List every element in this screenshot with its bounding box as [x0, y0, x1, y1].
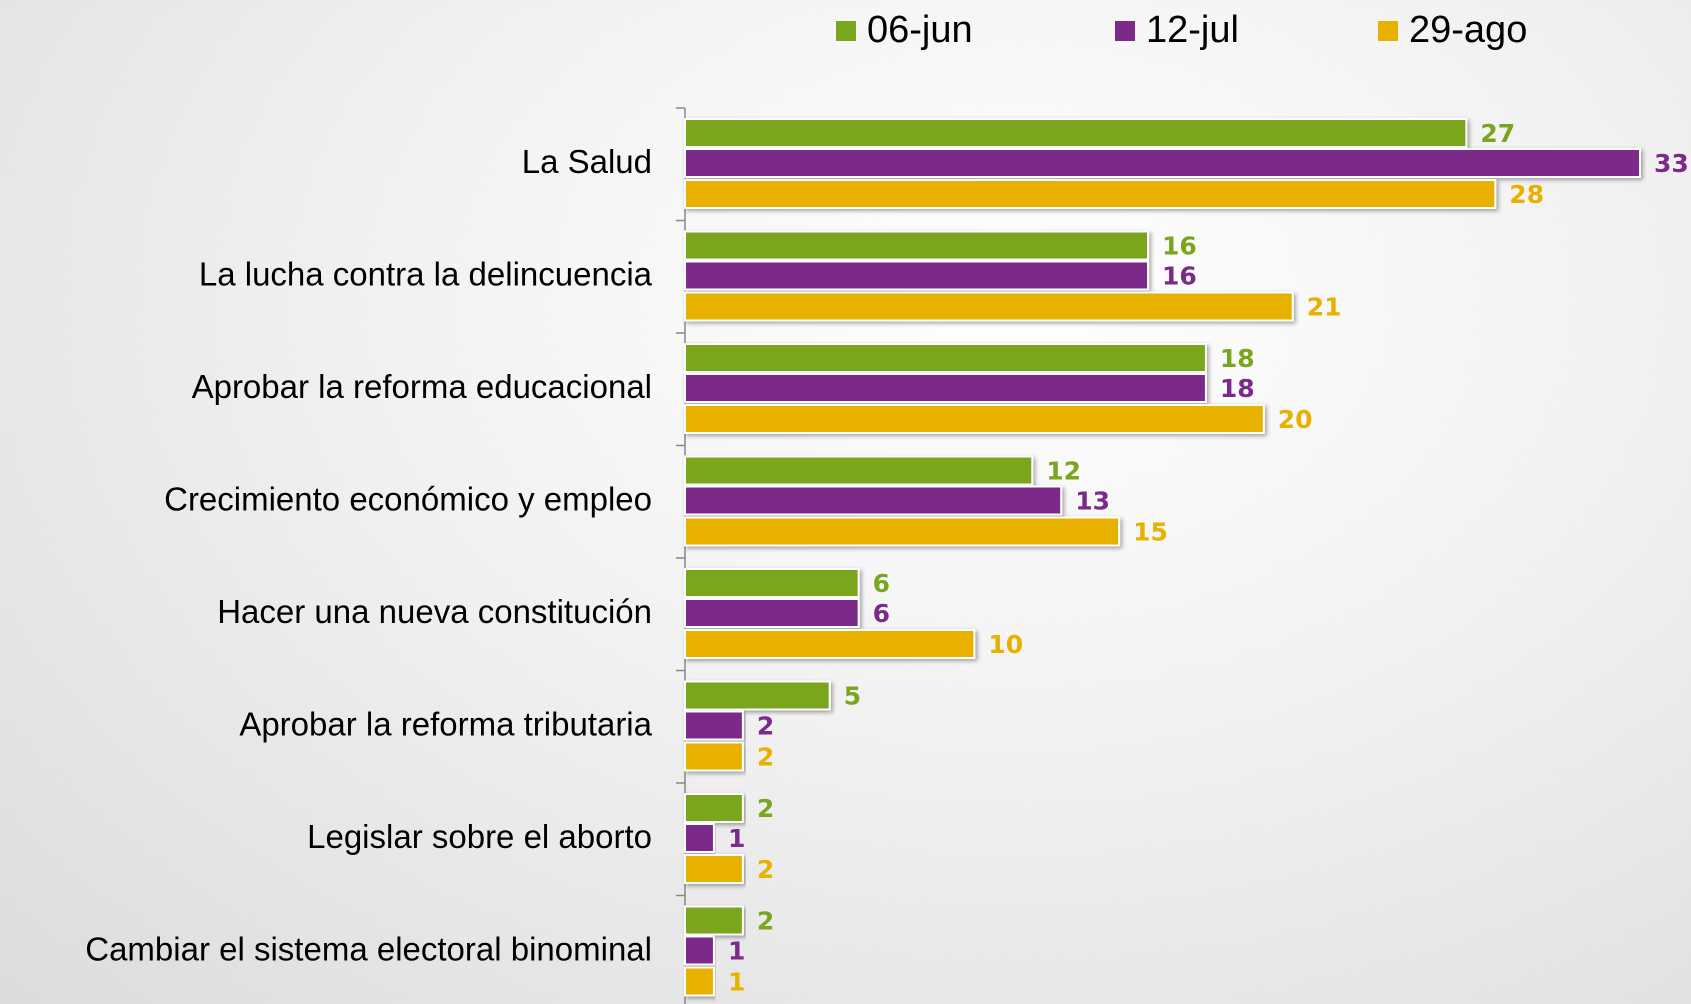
- category-label: Aprobar la reforma educacional: [192, 368, 652, 405]
- bar: [684, 598, 860, 628]
- value-label: 18: [1220, 374, 1255, 403]
- value-label: 1: [728, 968, 745, 997]
- value-label: 2: [757, 743, 774, 772]
- bar: [684, 905, 744, 936]
- category-label: Aprobar la reforma tributaria: [239, 705, 652, 742]
- value-label: 10: [988, 630, 1023, 659]
- value-label: 2: [757, 907, 774, 936]
- value-label: 27: [1480, 119, 1515, 148]
- bar: [684, 793, 744, 823]
- bar: [684, 260, 1150, 291]
- legend-label: 29-ago: [1409, 9, 1527, 51]
- bar: [684, 935, 715, 966]
- bar: [684, 404, 1265, 434]
- bar: [684, 823, 715, 853]
- value-label: 5: [844, 682, 861, 711]
- bar: [684, 710, 744, 741]
- value-label: 1: [728, 937, 745, 966]
- value-label: 6: [873, 569, 890, 598]
- bar: [684, 516, 1121, 547]
- bar: [684, 485, 1063, 516]
- category-label: La lucha contra la delincuencia: [199, 255, 653, 292]
- legend-swatch: [836, 21, 856, 41]
- bar: [684, 118, 1468, 148]
- value-label: 33: [1654, 149, 1689, 178]
- bar: [684, 568, 860, 598]
- bar: [684, 343, 1207, 373]
- value-label: 28: [1509, 180, 1544, 209]
- value-label: 16: [1162, 262, 1197, 291]
- bar: [684, 373, 1207, 403]
- value-label: 6: [873, 599, 890, 628]
- value-label: 2: [757, 712, 774, 741]
- legend-label: 06-jun: [867, 9, 973, 51]
- value-label: 12: [1046, 457, 1081, 486]
- value-label: 18: [1220, 344, 1255, 373]
- category-label: Legislar sobre el aborto: [307, 818, 652, 855]
- value-label: 1: [728, 824, 745, 853]
- value-label: 16: [1162, 232, 1197, 261]
- bar: [684, 680, 831, 711]
- value-label: 2: [757, 855, 774, 884]
- value-label: 21: [1307, 293, 1342, 322]
- bar: [684, 148, 1641, 178]
- bar: [684, 291, 1294, 322]
- legend-swatch: [1115, 21, 1135, 41]
- value-label: 13: [1075, 487, 1110, 516]
- value-label: 15: [1133, 518, 1168, 547]
- bar: [684, 629, 976, 659]
- bar: [684, 741, 744, 772]
- bar: [684, 179, 1497, 209]
- bar: [684, 966, 715, 997]
- category-label: La Salud: [522, 143, 652, 180]
- category-label: Cambiar el sistema electoral binominal: [85, 930, 652, 967]
- value-label: 2: [757, 794, 774, 823]
- legend-label: 12-jul: [1146, 9, 1239, 51]
- bar: [684, 854, 744, 884]
- bar: [684, 230, 1150, 261]
- category-label: Hacer una nueva constitución: [217, 593, 652, 630]
- legend-swatch: [1378, 21, 1398, 41]
- bar: [684, 455, 1034, 486]
- category-label: Crecimiento económico y empleo: [164, 480, 652, 517]
- value-label: 20: [1278, 405, 1313, 434]
